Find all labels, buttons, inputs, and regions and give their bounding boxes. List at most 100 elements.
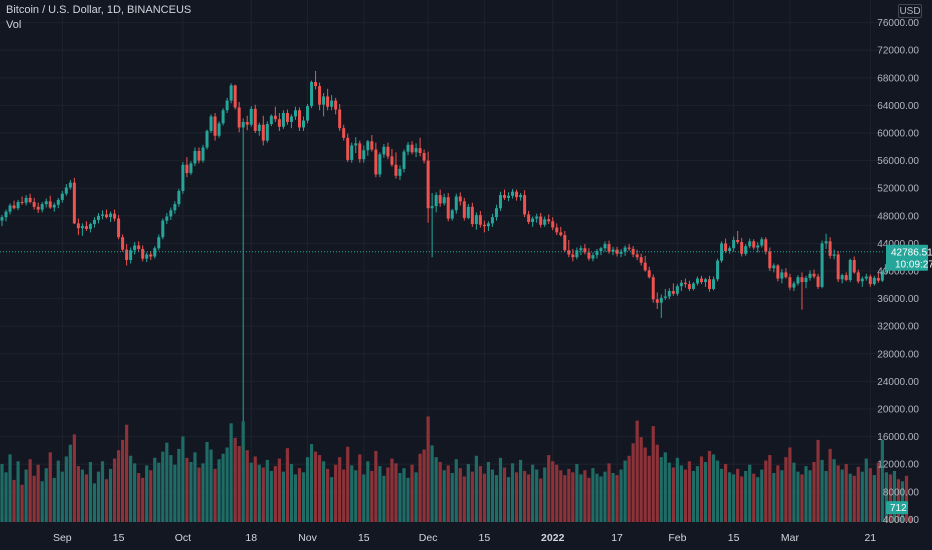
candle-body: [394, 164, 398, 176]
candle-body: [872, 277, 876, 285]
candle-body: [756, 245, 760, 248]
volume-bar: [161, 451, 165, 522]
candle-body: [346, 137, 350, 160]
candle-body: [482, 224, 486, 227]
volume-bar: [555, 464, 559, 522]
currency-badge[interactable]: USD: [898, 4, 922, 18]
volume-legend[interactable]: Vol: [6, 19, 22, 31]
volume-bar: [904, 475, 909, 522]
candle-body: [225, 100, 229, 111]
volume-bar: [663, 452, 667, 522]
volume-bar: [233, 437, 237, 522]
candle-body: [209, 116, 213, 131]
candle-body: [334, 100, 338, 110]
candle-body: [366, 141, 370, 151]
candle-body: [358, 143, 362, 160]
vertical-gridlines: [61, 0, 871, 522]
volume-bar: [506, 477, 511, 522]
candle-body: [330, 100, 334, 107]
price-tick-label: 64000.00: [877, 101, 919, 112]
volume-bar: [639, 437, 643, 522]
candle-body: [720, 243, 724, 261]
volume-bar: [454, 459, 458, 522]
volume-bar: [631, 443, 635, 522]
volume-bar: [249, 462, 253, 522]
price-tick-label: 68000.00: [877, 73, 919, 84]
candle-body: [261, 124, 265, 141]
volume-bar: [165, 442, 169, 522]
candle-body: [551, 221, 555, 228]
candle-body: [105, 214, 109, 218]
price-tick-label: 76000.00: [877, 18, 919, 29]
volume-bar: [908, 517, 913, 522]
candle-body: [297, 110, 301, 128]
volume-bar: [728, 472, 732, 522]
time-tick-label: Nov: [298, 532, 317, 544]
candle-body: [603, 244, 607, 249]
volume-bar: [221, 453, 225, 522]
time-tick-label: 18: [245, 532, 257, 544]
volume-bar: [84, 474, 89, 522]
candle-body: [185, 164, 189, 174]
candle-body: [695, 278, 699, 284]
candle-body: [28, 197, 32, 202]
candle-body: [615, 249, 619, 254]
candle-body: [591, 255, 595, 259]
candle-body: [547, 219, 551, 222]
volume-bar: [687, 461, 692, 522]
volume-bar: [760, 469, 764, 522]
candle-body: [864, 276, 868, 279]
candle-body: [137, 245, 141, 249]
candle-body: [117, 218, 121, 238]
candle-body: [245, 121, 249, 125]
volume-bar: [285, 448, 290, 522]
candle-body: [249, 108, 253, 125]
volume-bar: [52, 477, 56, 522]
candle-body: [221, 110, 225, 124]
candle-body: [354, 143, 358, 146]
candle-body: [56, 199, 60, 205]
time-tick-label: Oct: [175, 532, 191, 544]
volume-bar: [543, 467, 547, 522]
volume-bar: [177, 448, 181, 522]
time-tick-label: Sep: [53, 532, 72, 544]
candle-body: [113, 213, 117, 219]
candle-body: [880, 272, 884, 281]
candle-body: [44, 201, 48, 205]
time-axis[interactable]: Sep 15 Oct 18 Nov 15 Dec 15 2022 17 Feb 15 Mar 21: [53, 532, 876, 544]
volume-bar: [462, 476, 466, 522]
candle-body: [149, 254, 153, 257]
candle-body: [559, 232, 563, 236]
volume-bar: [482, 473, 486, 522]
volume-bar: [868, 468, 872, 522]
candle-body: [507, 195, 511, 198]
volume-bar: [816, 439, 820, 522]
volume-bar: [824, 470, 828, 522]
candle-body: [12, 205, 16, 209]
candle-body: [173, 204, 177, 211]
symbol-legend[interactable]: Bitcoin / U.S. Dollar, 1D, BINANCEUS: [6, 4, 192, 16]
volume-bar: [149, 470, 153, 522]
candle-body: [418, 148, 422, 154]
volume-bar: [201, 463, 205, 522]
volume-bar: [334, 464, 338, 522]
candle-body: [462, 201, 466, 218]
volume-bar: [748, 464, 752, 522]
candle-body: [748, 241, 752, 247]
candle-body: [72, 182, 76, 224]
candle-body: [76, 223, 80, 229]
volume-bar: [559, 470, 563, 522]
candle-body: [716, 260, 720, 280]
candle-body: [555, 227, 559, 233]
candle-body: [434, 195, 438, 207]
candle-body: [607, 244, 611, 252]
volume-bar: [309, 444, 314, 522]
volume-bar: [780, 470, 784, 522]
price-tick-label: 40000.00: [877, 267, 919, 278]
time-tick-label: 2022: [541, 532, 565, 544]
volume-bar: [386, 467, 390, 522]
price-axis[interactable]: 4000.00 8000.00 12000.00 16000.00 20000.00 24…: [877, 18, 919, 526]
candle-body: [161, 220, 165, 238]
